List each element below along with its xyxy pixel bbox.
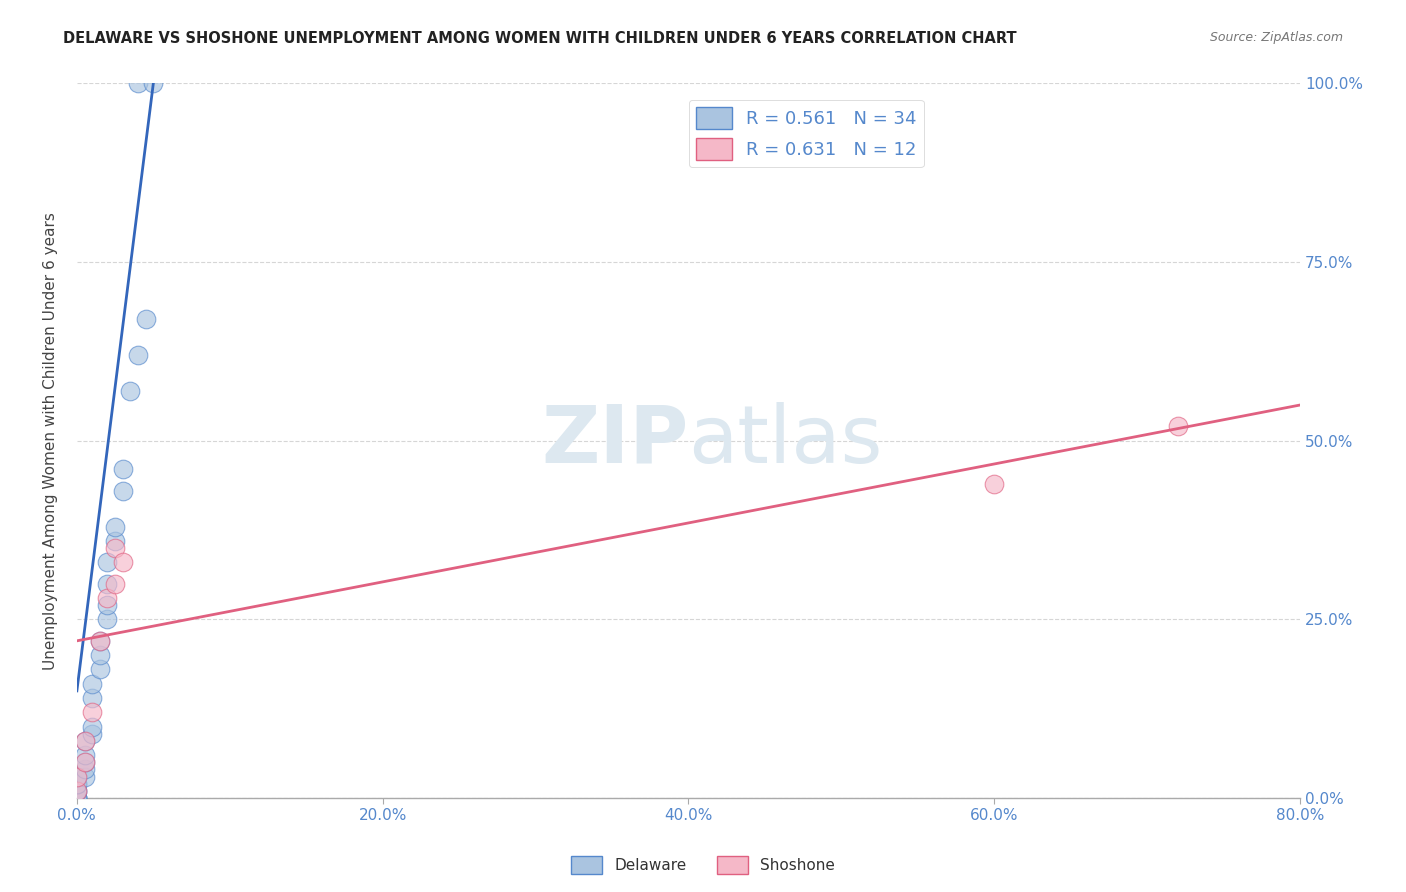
- Point: [983, 476, 1005, 491]
- Point: [66, 770, 89, 784]
- Point: [73, 734, 96, 748]
- Point: [111, 462, 134, 476]
- Point: [89, 662, 111, 676]
- Point: [66, 784, 89, 798]
- Point: [66, 791, 89, 805]
- Point: [73, 756, 96, 770]
- Point: [142, 77, 165, 91]
- Point: [89, 633, 111, 648]
- Point: [104, 533, 127, 548]
- Point: [96, 598, 118, 612]
- Point: [66, 777, 89, 791]
- Point: [82, 691, 104, 706]
- Text: ZIP: ZIP: [541, 401, 689, 480]
- Point: [89, 648, 111, 662]
- Point: [1167, 419, 1189, 434]
- Point: [127, 348, 149, 362]
- Point: [96, 555, 118, 569]
- Point: [82, 706, 104, 720]
- Point: [66, 784, 89, 798]
- Point: [66, 791, 89, 805]
- Point: [104, 576, 127, 591]
- Point: [104, 519, 127, 533]
- Point: [73, 763, 96, 777]
- Point: [66, 791, 89, 805]
- Legend: R = 0.561   N = 34, R = 0.631   N = 12: R = 0.561 N = 34, R = 0.631 N = 12: [689, 100, 924, 167]
- Y-axis label: Unemployment Among Women with Children Under 6 years: Unemployment Among Women with Children U…: [44, 211, 58, 670]
- Point: [104, 541, 127, 555]
- Legend: Delaware, Shoshone: Delaware, Shoshone: [565, 850, 841, 880]
- Point: [111, 555, 134, 569]
- Point: [66, 784, 89, 798]
- Point: [111, 483, 134, 498]
- Point: [96, 612, 118, 626]
- Point: [73, 756, 96, 770]
- Point: [73, 770, 96, 784]
- Point: [82, 720, 104, 734]
- Point: [127, 77, 149, 91]
- Point: [73, 748, 96, 763]
- Point: [82, 727, 104, 741]
- Point: [66, 791, 89, 805]
- Text: atlas: atlas: [689, 401, 883, 480]
- Point: [120, 384, 142, 398]
- Point: [82, 677, 104, 691]
- Text: Source: ZipAtlas.com: Source: ZipAtlas.com: [1209, 31, 1343, 45]
- Point: [135, 312, 157, 326]
- Point: [89, 633, 111, 648]
- Point: [66, 777, 89, 791]
- Point: [96, 576, 118, 591]
- Text: DELAWARE VS SHOSHONE UNEMPLOYMENT AMONG WOMEN WITH CHILDREN UNDER 6 YEARS CORREL: DELAWARE VS SHOSHONE UNEMPLOYMENT AMONG …: [63, 31, 1017, 46]
- Point: [96, 591, 118, 605]
- Point: [66, 770, 89, 784]
- Point: [73, 734, 96, 748]
